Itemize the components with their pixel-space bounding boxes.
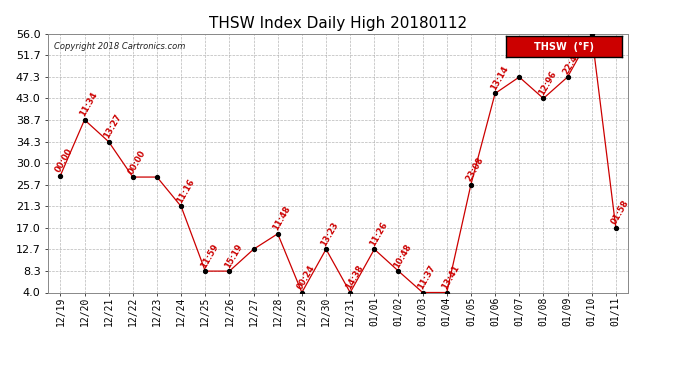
- Point: [514, 74, 525, 80]
- Point: [79, 117, 90, 123]
- Text: 12:96: 12:96: [537, 69, 558, 97]
- Point: [538, 96, 549, 102]
- Text: 00:00: 00:00: [54, 147, 75, 174]
- Point: [393, 268, 404, 274]
- Point: [200, 268, 211, 274]
- Text: 14:38: 14:38: [344, 264, 365, 291]
- Point: [152, 174, 163, 180]
- Point: [297, 290, 308, 296]
- Text: 11:34: 11:34: [78, 91, 99, 118]
- Point: [248, 246, 259, 252]
- Text: 00:00: 00:00: [126, 148, 147, 176]
- Point: [586, 31, 598, 37]
- Point: [562, 74, 573, 80]
- Text: 11:59: 11:59: [199, 242, 220, 270]
- Point: [55, 172, 66, 178]
- Text: 11:26: 11:26: [368, 220, 389, 248]
- Point: [104, 139, 115, 145]
- Point: [417, 290, 428, 296]
- Point: [273, 231, 284, 237]
- Point: [611, 225, 622, 231]
- Title: THSW Index Daily High 20180112: THSW Index Daily High 20180112: [209, 16, 467, 31]
- Point: [128, 174, 139, 180]
- Text: 00:24: 00:24: [295, 264, 317, 291]
- Point: [176, 203, 187, 209]
- Point: [345, 290, 356, 296]
- Text: 15:19: 15:19: [223, 242, 244, 270]
- Text: 13:27: 13:27: [102, 112, 124, 140]
- Text: 13:23: 13:23: [319, 220, 341, 248]
- Text: 11:37: 11:37: [416, 264, 437, 291]
- Text: 22:47: 22:47: [561, 48, 582, 75]
- Point: [490, 90, 501, 96]
- Text: 13:14: 13:14: [489, 64, 510, 92]
- Text: 13:41: 13:41: [440, 263, 462, 291]
- Text: 11:48: 11:48: [271, 205, 293, 232]
- Point: [442, 290, 453, 296]
- Point: [466, 182, 477, 188]
- Text: 01:58: 01:58: [609, 199, 631, 226]
- Point: [321, 246, 332, 252]
- Text: 11:16: 11:16: [175, 177, 196, 205]
- Text: Copyright 2018 Cartronics.com: Copyright 2018 Cartronics.com: [54, 42, 186, 51]
- Text: 10:48: 10:48: [392, 242, 413, 270]
- Text: 23:08: 23:08: [464, 156, 485, 183]
- Point: [369, 246, 380, 252]
- Point: [224, 268, 235, 274]
